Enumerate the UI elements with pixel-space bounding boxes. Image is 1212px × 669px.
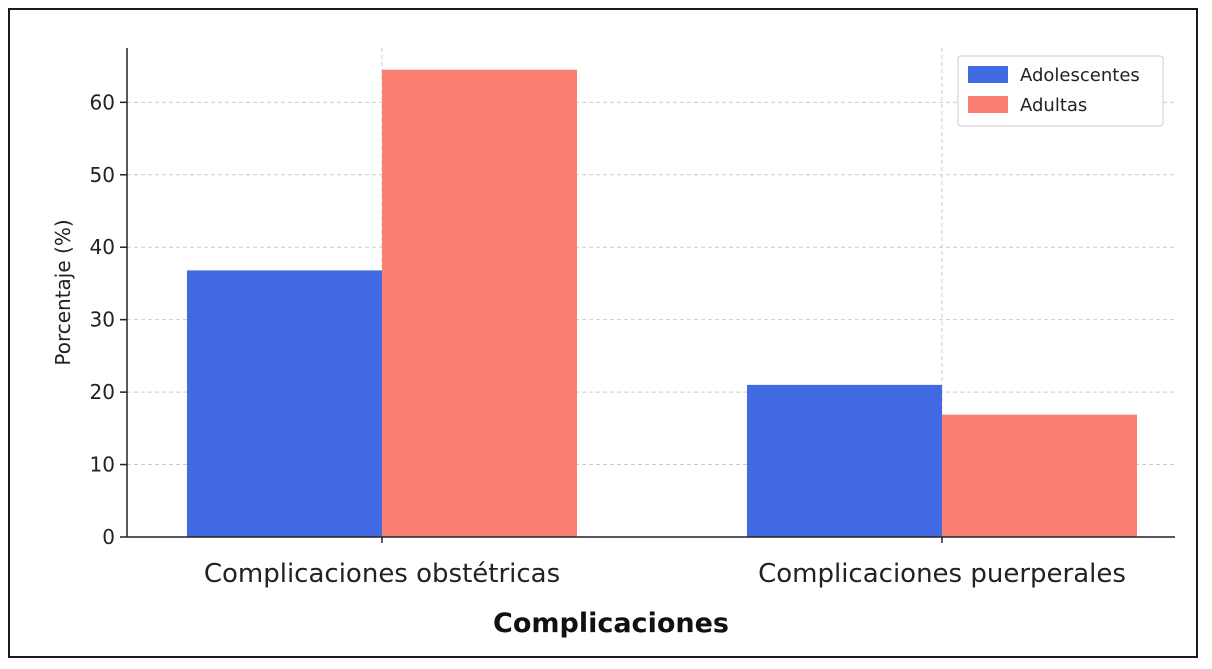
legend-box — [957, 55, 1164, 127]
bars — [187, 69, 1137, 537]
chart-frame: 0 10 20 30 40 50 60 Complicaciones obstétricas… — [8, 8, 1198, 658]
legend-swatch — [968, 96, 1008, 113]
x-tick-label: Complicaciones puerperales — [758, 559, 1126, 589]
bar — [382, 69, 577, 537]
y-axis-label: Porcentaje (%) — [51, 219, 75, 365]
y-tick-label: 30 — [90, 308, 115, 332]
legend-label: Adolescentes — [1020, 65, 1140, 86]
y-ticks: 0 10 20 30 40 50 60 — [90, 90, 127, 549]
y-tick-label: 10 — [90, 453, 115, 477]
x-ticks: Complicaciones obstétricas Complicaciones… — [204, 537, 1126, 589]
y-tick-label: 40 — [90, 235, 115, 259]
bar-chart: 0 10 20 30 40 50 60 Complicaciones obstétricas… — [51, 48, 1175, 639]
legend-swatch — [968, 66, 1008, 83]
axes — [126, 48, 1175, 538]
bar — [747, 384, 942, 537]
x-tick-label: Complicaciones obstétricas — [204, 559, 560, 589]
y-tick-label: 60 — [90, 90, 115, 114]
y-tick-label: 0 — [102, 525, 115, 549]
y-tick-label: 50 — [90, 163, 115, 187]
legend-label: Adultas — [1020, 95, 1087, 116]
bar — [942, 414, 1137, 537]
x-axis-label: Complicaciones — [493, 608, 729, 639]
legend: Adolescentes Adultas — [957, 55, 1164, 127]
bar — [187, 270, 382, 537]
y-tick-label: 20 — [90, 380, 115, 404]
